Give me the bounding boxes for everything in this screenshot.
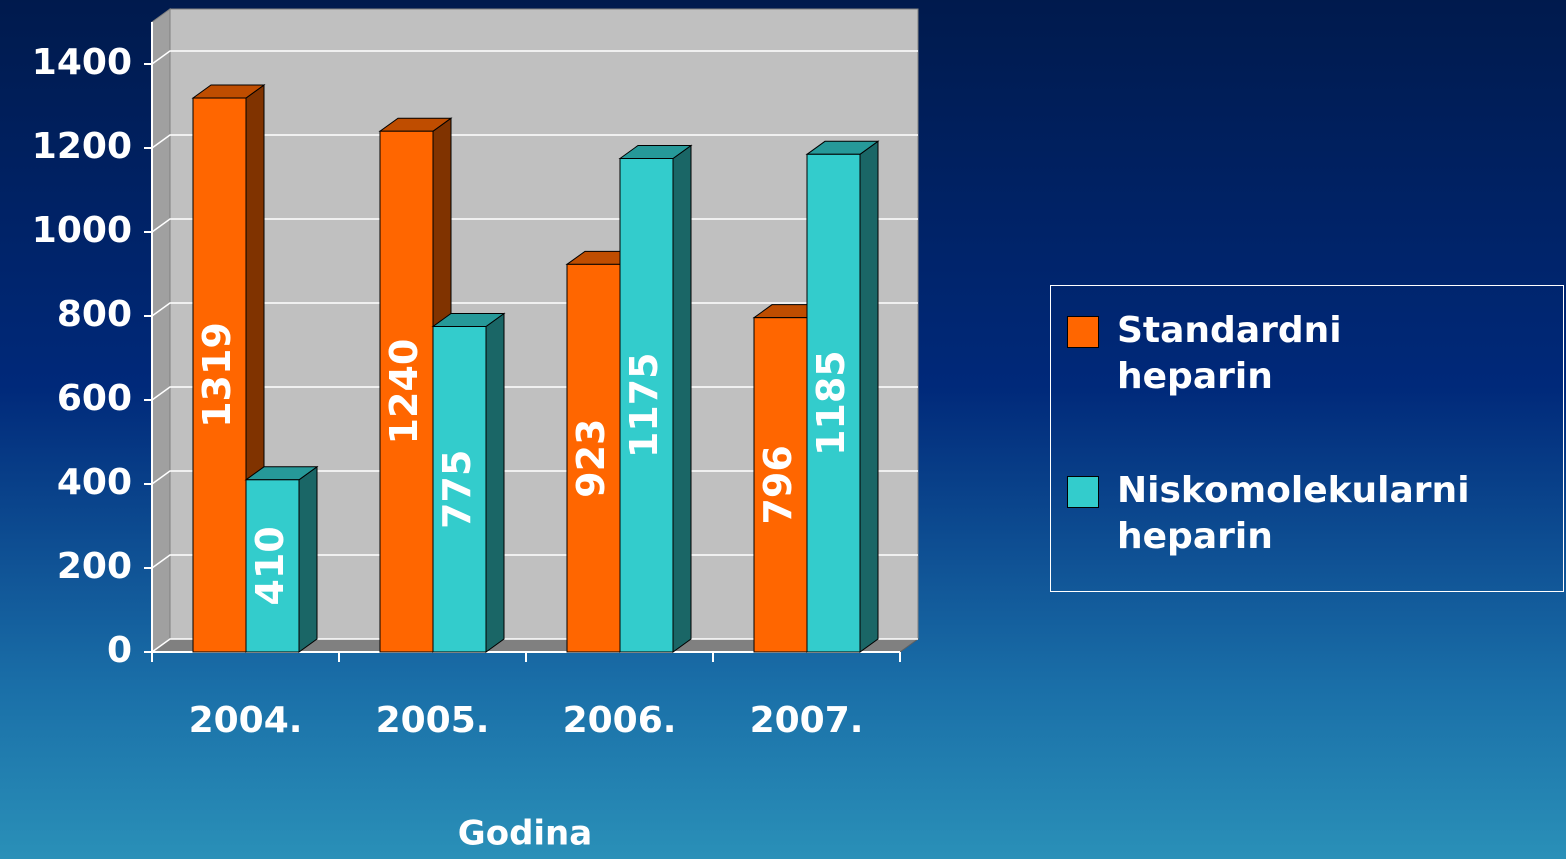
value-label: 1319 [195,322,239,428]
x-tick-label: 2004. [189,700,303,741]
legend-label: Standardni heparin [1117,310,1342,397]
y-tick-label: 0 [107,630,132,671]
legend-swatch [1067,476,1099,508]
x-axis-label: Godina [458,814,592,854]
value-label: 1175 [622,352,666,458]
y-tick-label: 400 [57,462,132,503]
bar [432,326,487,653]
y-tick-label: 1200 [32,126,132,167]
y-tick-label: 1000 [32,210,132,251]
y-tick-label: 600 [57,378,132,419]
x-tick-label: 2005. [376,700,490,741]
grid-line [151,50,918,65]
legend-entry: Standardni heparin [1067,308,1537,400]
legend: Standardni heparin Niskomolekularni hepar… [1050,285,1564,592]
y-tick-label: 1400 [32,42,132,83]
y-tick-label: 800 [57,294,132,335]
bar [806,153,861,653]
x-tick-label: 2006. [563,700,677,741]
bar [192,97,247,653]
value-label: 796 [756,445,800,524]
grid-line [151,134,918,149]
value-label: 410 [248,526,292,605]
value-label: 1240 [382,339,426,445]
bar-side [859,140,879,653]
y-tick-label: 200 [57,546,132,587]
bar-side [485,312,505,653]
bar [379,130,434,653]
bar [245,479,300,653]
value-label: 923 [569,419,613,498]
bar [566,263,621,653]
legend-swatch [1067,316,1099,348]
bar [619,158,674,653]
value-label: 1185 [809,350,853,456]
legend-entry: Niskomolekularni heparin [1067,468,1537,560]
bar-side [298,465,318,653]
side-wall [151,8,171,653]
bar-side [672,144,692,653]
x-tick-label: 2007. [750,700,864,741]
legend-label: Niskomolekularni heparin [1117,470,1470,557]
value-label: 775 [435,450,479,529]
bar [753,317,808,653]
